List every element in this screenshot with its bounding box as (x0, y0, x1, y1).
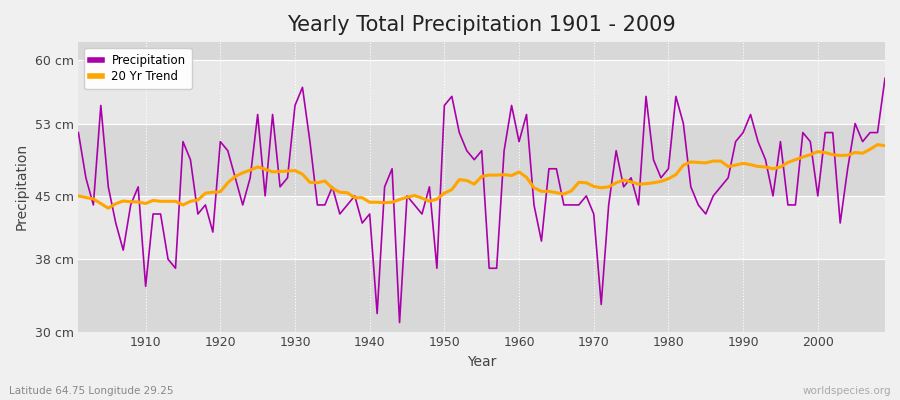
Text: worldspecies.org: worldspecies.org (803, 386, 891, 396)
Precipitation (297, 85, 308, 90)
Precipitation (342, 202, 353, 207)
20 Yr Trend (611, 180, 622, 185)
Bar (78, 196, 885, 259)
20 Yr Trend (140, 201, 151, 206)
Text: Latitude 64.75 Longitude 29.25: Latitude 64.75 Longitude 29.25 (9, 386, 174, 396)
Precipitation (133, 184, 144, 189)
Y-axis label: Precipitation: Precipitation (15, 143, 29, 230)
X-axis label: Year: Year (467, 355, 497, 369)
Bar (78, 60, 885, 124)
Bar (78, 124, 885, 196)
20 Yr Trend (349, 195, 360, 200)
Legend: Precipitation, 20 Yr Trend: Precipitation, 20 Yr Trend (85, 48, 192, 89)
Bar (78, 42, 885, 60)
Precipitation (73, 130, 84, 135)
Precipitation (879, 76, 890, 81)
Line: Precipitation: Precipitation (78, 78, 885, 322)
Title: Yearly Total Precipitation 1901 - 2009: Yearly Total Precipitation 1901 - 2009 (287, 15, 676, 35)
20 Yr Trend (521, 175, 532, 180)
Precipitation (521, 112, 532, 117)
20 Yr Trend (879, 143, 890, 148)
Precipitation (611, 148, 622, 153)
Bar (78, 259, 885, 332)
Precipitation (394, 320, 405, 325)
Precipitation (514, 139, 525, 144)
20 Yr Trend (103, 206, 113, 210)
20 Yr Trend (304, 180, 315, 185)
20 Yr Trend (514, 170, 525, 174)
Line: 20 Yr Trend: 20 Yr Trend (78, 145, 885, 208)
20 Yr Trend (73, 194, 84, 198)
20 Yr Trend (872, 142, 883, 147)
